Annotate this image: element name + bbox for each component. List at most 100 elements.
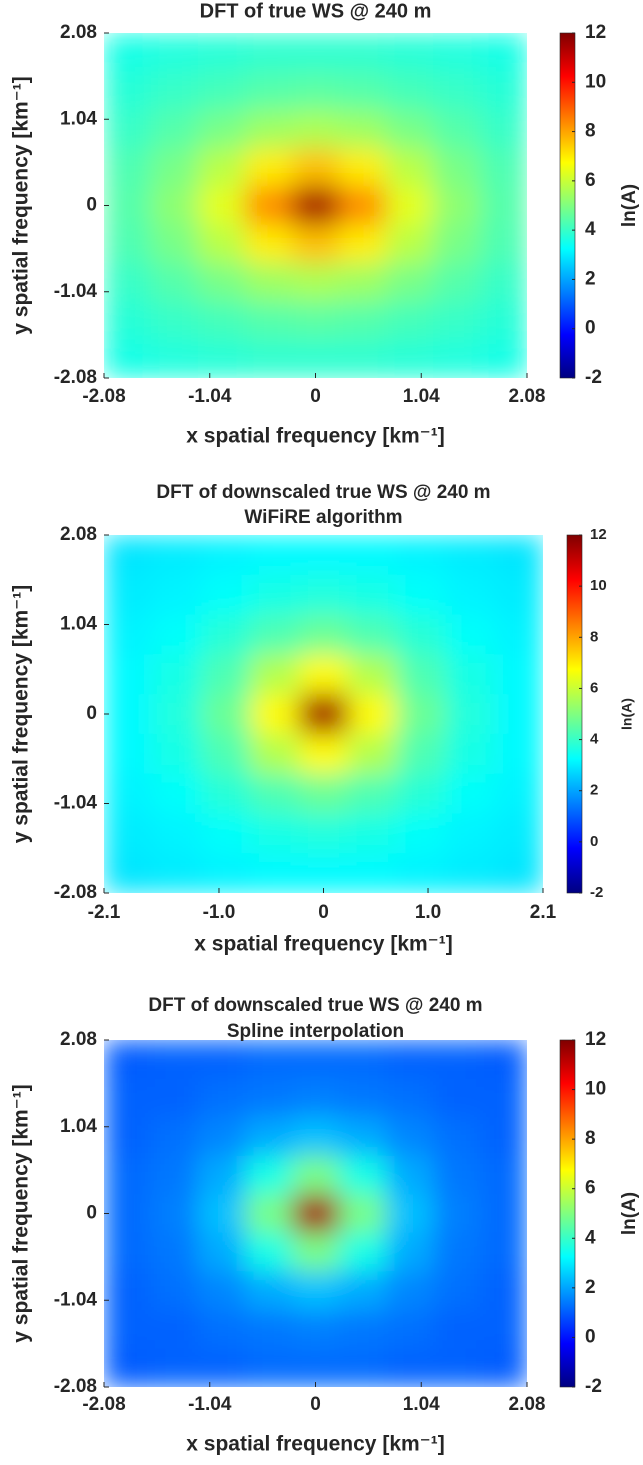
heat-cell: [104, 1271, 152, 1311]
heat-cell: [299, 574, 349, 616]
heat-cell: [152, 614, 203, 655]
heat-cell: [347, 813, 398, 854]
heat-cell: [292, 1232, 340, 1272]
heat-cell: [299, 813, 349, 854]
heat-cell: [151, 71, 199, 111]
heat-cell: [198, 109, 246, 149]
colorbar-tick-label: 8: [585, 1128, 596, 1149]
heat-cell: [386, 1348, 434, 1387]
heat-cell: [433, 33, 481, 72]
heat-cell: [299, 733, 349, 775]
heat-cell: [386, 71, 434, 111]
heat-cell: [292, 1117, 340, 1157]
x-tick-label: -2.1: [88, 902, 121, 923]
colorbar-tick-label: -2: [585, 1376, 602, 1397]
heat-cell: [245, 1271, 293, 1311]
heat-cell: [347, 773, 398, 815]
y-tick-label: -2.08: [54, 882, 97, 903]
heat-cell: [386, 109, 434, 149]
heat-cell: [299, 535, 349, 576]
heat-cell: [299, 654, 349, 695]
heat-cell: [104, 1194, 152, 1234]
heat-cell: [347, 614, 398, 655]
heat-cell: [445, 813, 495, 854]
heat-cell: [151, 148, 199, 187]
heat-cell: [433, 186, 481, 226]
heat-cell: [198, 1155, 246, 1195]
heat-cell: [104, 71, 152, 111]
heat-cell: [201, 535, 251, 576]
x-tick-label: -2.08: [82, 1394, 125, 1415]
heat-cell: [152, 654, 203, 695]
heat-cell: [198, 71, 246, 111]
heat-cell: [386, 301, 434, 341]
colorbar-tick-label: 2: [585, 1277, 596, 1298]
heat-cell: [339, 1194, 387, 1234]
heat-cell: [245, 1040, 293, 1080]
heat-cell: [104, 1309, 152, 1350]
heat-cell: [292, 33, 340, 72]
heat-cell: [433, 1232, 481, 1272]
heat-cell: [198, 1078, 246, 1118]
heat-cell: [151, 1271, 199, 1311]
heat-cell: [433, 263, 481, 302]
heat-cell: [494, 535, 543, 576]
heat-cell: [201, 853, 251, 893]
heat-cell: [292, 1194, 340, 1234]
heat-cell: [445, 574, 495, 616]
heat-cell: [104, 574, 154, 616]
heat-cell: [339, 1040, 387, 1080]
heat-cell: [250, 733, 300, 775]
heat-cell: [245, 71, 293, 111]
heat-cell: [198, 301, 246, 341]
y-axis-label: y spatial frequency [km⁻¹]: [10, 76, 33, 335]
heat-cell: [245, 186, 293, 226]
y-tick-label: 2.08: [60, 1029, 97, 1050]
heat-cell: [299, 614, 349, 655]
heat-cell: [299, 853, 349, 893]
heat-cell: [347, 733, 398, 775]
heat-cell: [445, 535, 495, 576]
heat-cell: [201, 574, 251, 616]
colorbar-tick-label: 2: [590, 782, 598, 799]
heat-cell: [245, 1309, 293, 1350]
heat-cell: [245, 1155, 293, 1195]
heat-cell: [151, 1117, 199, 1157]
heat-cell: [347, 574, 398, 616]
heat-cell: [339, 301, 387, 341]
colorbar-tick-label: 12: [590, 526, 607, 543]
heat-cell: [480, 1078, 527, 1118]
heat-cell: [250, 574, 300, 616]
heat-cell: [445, 853, 495, 893]
y-tick-label: 1.04: [60, 1116, 97, 1137]
heat-cell: [245, 1078, 293, 1118]
heat-cell: [433, 1194, 481, 1234]
heat-cell: [299, 694, 349, 735]
heat-cell: [250, 535, 300, 576]
heat-cell: [152, 813, 203, 854]
heat-cell: [292, 263, 340, 302]
heat-cell: [339, 186, 387, 226]
heat-cell: [494, 694, 543, 735]
x-axis-label: x spatial frequency [km⁻¹]: [186, 425, 445, 448]
heat-cell: [104, 33, 152, 72]
heat-cell: [104, 614, 154, 655]
x-tick-label: -1.0: [203, 902, 236, 923]
y-tick-label: 1.04: [60, 614, 97, 635]
heat-cell: [292, 224, 340, 264]
heat-cell: [104, 654, 154, 695]
heat-cell: [347, 654, 398, 695]
heat-cell: [151, 1040, 199, 1080]
heat-cell: [151, 224, 199, 264]
heat-cell: [201, 654, 251, 695]
heat-cell: [104, 535, 154, 576]
heat-cell: [386, 1040, 434, 1080]
heat-cell: [396, 574, 447, 616]
heat-cell: [292, 71, 340, 111]
heat-cell: [104, 224, 152, 264]
chart-title: DFT of true WS @ 240 m: [200, 0, 432, 22]
heat-cell: [480, 148, 527, 187]
heat-cell: [494, 853, 543, 893]
y-tick-label: -2.08: [54, 1376, 97, 1397]
